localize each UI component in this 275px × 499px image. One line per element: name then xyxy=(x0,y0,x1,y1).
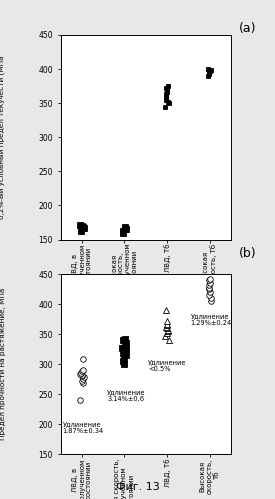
Text: Удлинение
<0.5%: Удлинение <0.5% xyxy=(148,359,186,372)
Text: Удлинение
3.14%±0.6: Удлинение 3.14%±0.6 xyxy=(107,389,146,402)
Y-axis label: Предел прочности на растяжение, МПа: Предел прочности на растяжение, МПа xyxy=(0,288,6,441)
Text: (a): (a) xyxy=(239,22,257,35)
Text: Удлинение
1.29%±0.24: Удлинение 1.29%±0.24 xyxy=(191,313,232,326)
Text: Фиг. 13: Фиг. 13 xyxy=(116,482,160,492)
Text: Удлинение
1.87%±0.34: Удлинение 1.87%±0.34 xyxy=(63,421,104,434)
Text: (b): (b) xyxy=(239,247,257,260)
Y-axis label: 0,2%-ый условный предел текучести (МПа: 0,2%-ый условный предел текучести (МПа xyxy=(0,55,6,219)
